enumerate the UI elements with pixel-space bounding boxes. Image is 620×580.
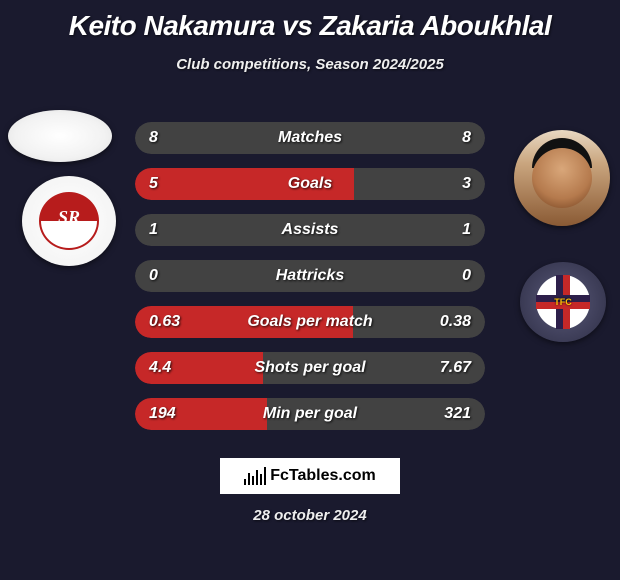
club-right-code: TFC — [554, 297, 572, 307]
stat-value-left: 0.63 — [149, 313, 180, 331]
stat-label: Assists — [282, 221, 339, 239]
player-right-avatar — [514, 130, 610, 226]
stat-value-right: 3 — [462, 175, 471, 193]
club-left-badge: SR — [22, 176, 116, 266]
page-subtitle: Club competitions, Season 2024/2025 — [0, 56, 620, 73]
stat-row: 1 Assists 1 — [135, 214, 485, 246]
stat-row: 0 Hattricks 0 — [135, 260, 485, 292]
stat-value-left: 194 — [149, 405, 176, 423]
stat-row: 8 Matches 8 — [135, 122, 485, 154]
stat-value-left: 1 — [149, 221, 158, 239]
stat-label: Goals per match — [247, 313, 372, 331]
stat-value-right: 0.38 — [440, 313, 471, 331]
stat-label: Matches — [278, 129, 342, 147]
stat-row: 0.63 Goals per match 0.38 — [135, 306, 485, 338]
stat-value-right: 0 — [462, 267, 471, 285]
footer-brand-text: FcTables.com — [270, 467, 376, 485]
footer-date: 28 october 2024 — [0, 507, 620, 524]
stat-value-left: 0 — [149, 267, 158, 285]
stat-value-right: 8 — [462, 129, 471, 147]
stat-value-right: 1 — [462, 221, 471, 239]
footer-logo: FcTables.com — [220, 458, 400, 494]
club-right-badge: TFC — [520, 262, 606, 342]
stats-container: 8 Matches 8 5 Goals 3 1 Assists 1 0 Hattricks 0 0.63… — [135, 122, 485, 444]
stat-label: Hattricks — [276, 267, 344, 285]
stat-label: Min per goal — [263, 405, 357, 423]
stat-value-right: 7.67 — [440, 359, 471, 377]
stat-value-left: 5 — [149, 175, 158, 193]
player-left-avatar — [8, 110, 112, 162]
page-title: Keito Nakamura vs Zakaria Aboukhlal — [0, 0, 620, 42]
club-left-code: SR — [58, 207, 80, 228]
chart-icon — [244, 467, 266, 485]
stat-value-left: 4.4 — [149, 359, 171, 377]
stat-row: 5 Goals 3 — [135, 168, 485, 200]
stat-row: 4.4 Shots per goal 7.67 — [135, 352, 485, 384]
stat-label: Goals — [288, 175, 332, 193]
stat-row: 194 Min per goal 321 — [135, 398, 485, 430]
stat-label: Shots per goal — [254, 359, 365, 377]
stat-value-left: 8 — [149, 129, 158, 147]
stat-value-right: 321 — [444, 405, 471, 423]
